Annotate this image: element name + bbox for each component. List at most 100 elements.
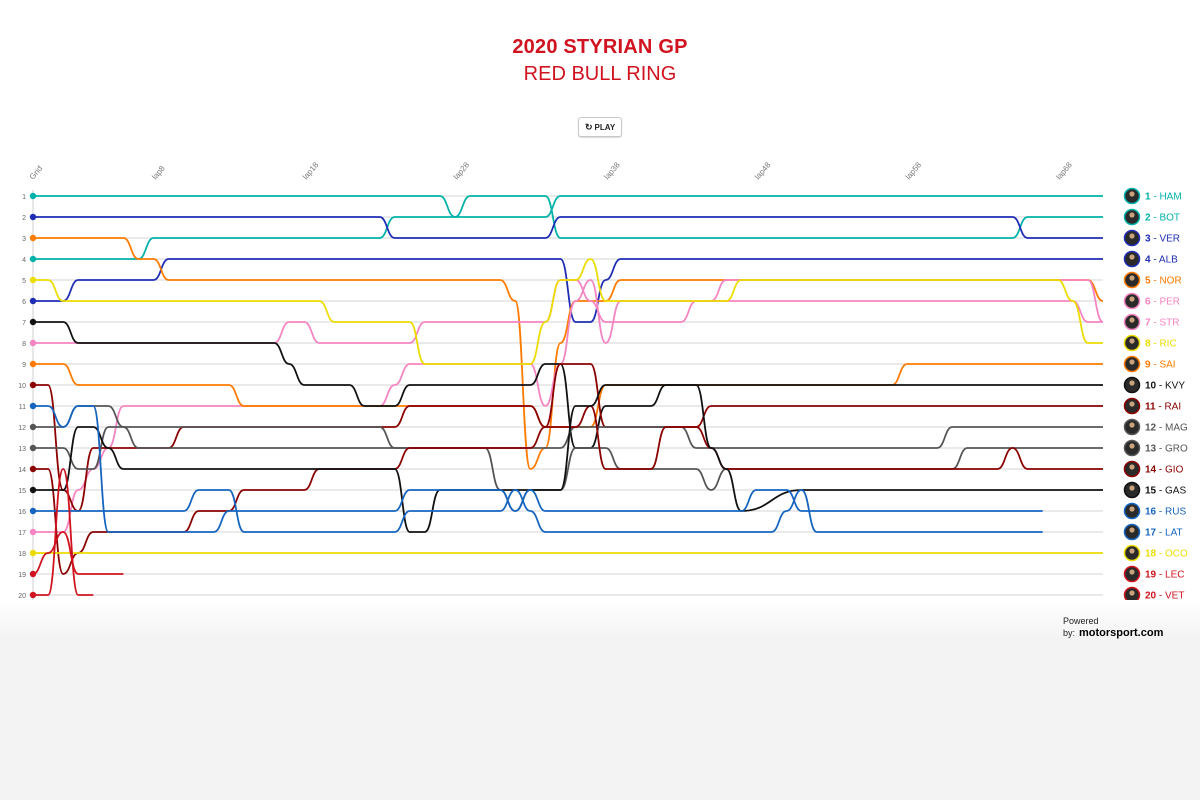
grid-dot-vet [29, 591, 37, 599]
driver-line-nor [32, 237, 1104, 470]
position-tick-label: 12 [18, 425, 26, 432]
driver-line-sai [33, 363, 1103, 428]
driver-avatar-face [1129, 254, 1135, 260]
position-tick-label: 17 [18, 530, 26, 537]
driver-line-rus [32, 405, 1043, 533]
finish-label-gro: 13 - GRO [1145, 444, 1188, 455]
lap-tick-label: lap28 [452, 160, 472, 181]
driver-line-bot [33, 195, 1103, 260]
position-tick-label: 11 [19, 404, 26, 411]
position-tick-label: 13 [18, 446, 26, 453]
driver-line-kvy [32, 321, 1103, 449]
driver-line-lat [33, 489, 1043, 533]
lower-band [0, 636, 1200, 800]
position-tick-label: 15 [18, 488, 26, 495]
driver-avatar-face [1129, 380, 1135, 386]
finish-label-gio: 14 - GIO [1145, 465, 1184, 476]
position-tick-label: 19 [18, 572, 26, 579]
chart-header: 2020 STYRIAN GP RED BULL RING [0, 36, 1200, 86]
driver-avatar-face [1129, 212, 1135, 218]
grid-dot-mag [29, 423, 37, 431]
footer-fade [0, 600, 1200, 640]
driver-avatar-face [1129, 338, 1135, 344]
driver-line-per [33, 279, 1104, 533]
grid-dot-bot [29, 255, 37, 263]
driver-avatar-face [1129, 191, 1135, 197]
finish-label-sai: 9 - SAI [1145, 360, 1176, 371]
position-tick-label: 9 [22, 362, 26, 369]
finish-label-str: 7 - STR [1145, 318, 1179, 329]
grid-dot-rai [29, 381, 37, 389]
position-tick-label: 20 [18, 593, 26, 600]
grid-dot-oco [29, 549, 37, 557]
driver-line-rai [33, 363, 1103, 512]
finish-label-vet: 20 - VET [1145, 591, 1184, 602]
driver-avatar-face [1129, 506, 1135, 512]
driver-avatar-face [1129, 401, 1135, 407]
grid-dot-ric [29, 276, 37, 284]
chart-subtitle: RED BULL RING [523, 63, 677, 85]
position-tick-label: 10 [18, 383, 26, 390]
lap-tick-label: lap58 [904, 160, 924, 181]
driver-avatar-face [1129, 359, 1135, 365]
driver-avatar-face [1129, 527, 1135, 533]
grid-dot-gio [29, 465, 37, 473]
driver-avatar-face [1129, 590, 1135, 596]
grid-dot-alb [29, 297, 37, 305]
grid-dot-nor [29, 234, 37, 242]
lap-tick-label: lap68 [1054, 160, 1074, 181]
driver-line-ric [33, 258, 1103, 365]
motorsport-logo: motorsport.com [1079, 627, 1164, 639]
driver-avatar-face [1129, 275, 1135, 281]
grid-dot-sai [29, 360, 37, 368]
lap-tick-label: lap48 [753, 160, 773, 181]
finish-label-mag: 12 - MAG [1145, 423, 1188, 434]
grid-dot-ver [29, 213, 37, 221]
position-tick-label: 16 [18, 509, 26, 516]
lap-tick-label: Grid [28, 164, 45, 181]
driver-line-vet [33, 468, 94, 596]
grid-dot-lec [29, 570, 37, 578]
driver-line-gas [33, 384, 1103, 533]
powered-by: Powered by: motorsport.com [1063, 616, 1200, 639]
finish-label-ric: 8 - RIC [1145, 339, 1177, 350]
position-tick-label: 14 [18, 467, 26, 474]
lap-tick-label: lap18 [301, 160, 321, 181]
lap-tick-label: lap38 [602, 160, 622, 181]
driver-line-alb [33, 258, 1103, 323]
finish-label-lat: 17 - LAT [1145, 528, 1183, 539]
finish-label-per: 6 - PER [1145, 297, 1180, 308]
driver-line-lec [32, 531, 124, 575]
grid-dot-kvy [29, 318, 37, 326]
position-tick-label: 8 [22, 341, 26, 348]
chart-title: 2020 STYRIAN GP [512, 36, 688, 58]
driver-avatar-face [1129, 296, 1135, 302]
finish-label-rai: 11 - RAI [1145, 402, 1181, 413]
position-tick-label: 7 [22, 320, 26, 327]
grid-dot-ham [29, 192, 37, 200]
position-tick-label: 1 [22, 194, 26, 201]
finish-label-bot: 2 - BOT [1145, 213, 1180, 224]
finish-label-rus: 16 - RUS [1145, 507, 1186, 518]
finish-label-ver: 3 - VER [1145, 234, 1180, 245]
powered-by-label: Powered by: [1063, 616, 1099, 638]
finish-label-alb: 4 - ALB [1145, 255, 1178, 266]
position-tick-label: 4 [22, 257, 26, 264]
finish-label-lec: 19 - LEC [1145, 570, 1184, 581]
replay-icon: ↻ [585, 122, 593, 132]
driver-avatar-face [1129, 422, 1135, 428]
position-tick-label: 2 [22, 215, 26, 222]
driver-avatar-face [1129, 464, 1135, 470]
finish-label-oco: 18 - OCO [1145, 549, 1188, 560]
driver-avatar-face [1129, 317, 1135, 323]
position-tick-label: 3 [22, 236, 26, 243]
driver-avatar-face [1129, 548, 1135, 554]
play-button[interactable]: ↻ PLAY [578, 117, 623, 137]
finish-label-kvy: 10 - KVY [1145, 381, 1185, 392]
grid-dot-gro [29, 444, 37, 452]
position-tick-label: 5 [22, 278, 26, 285]
grid-dot-lat [29, 507, 37, 515]
position-tick-label: 18 [18, 551, 26, 558]
